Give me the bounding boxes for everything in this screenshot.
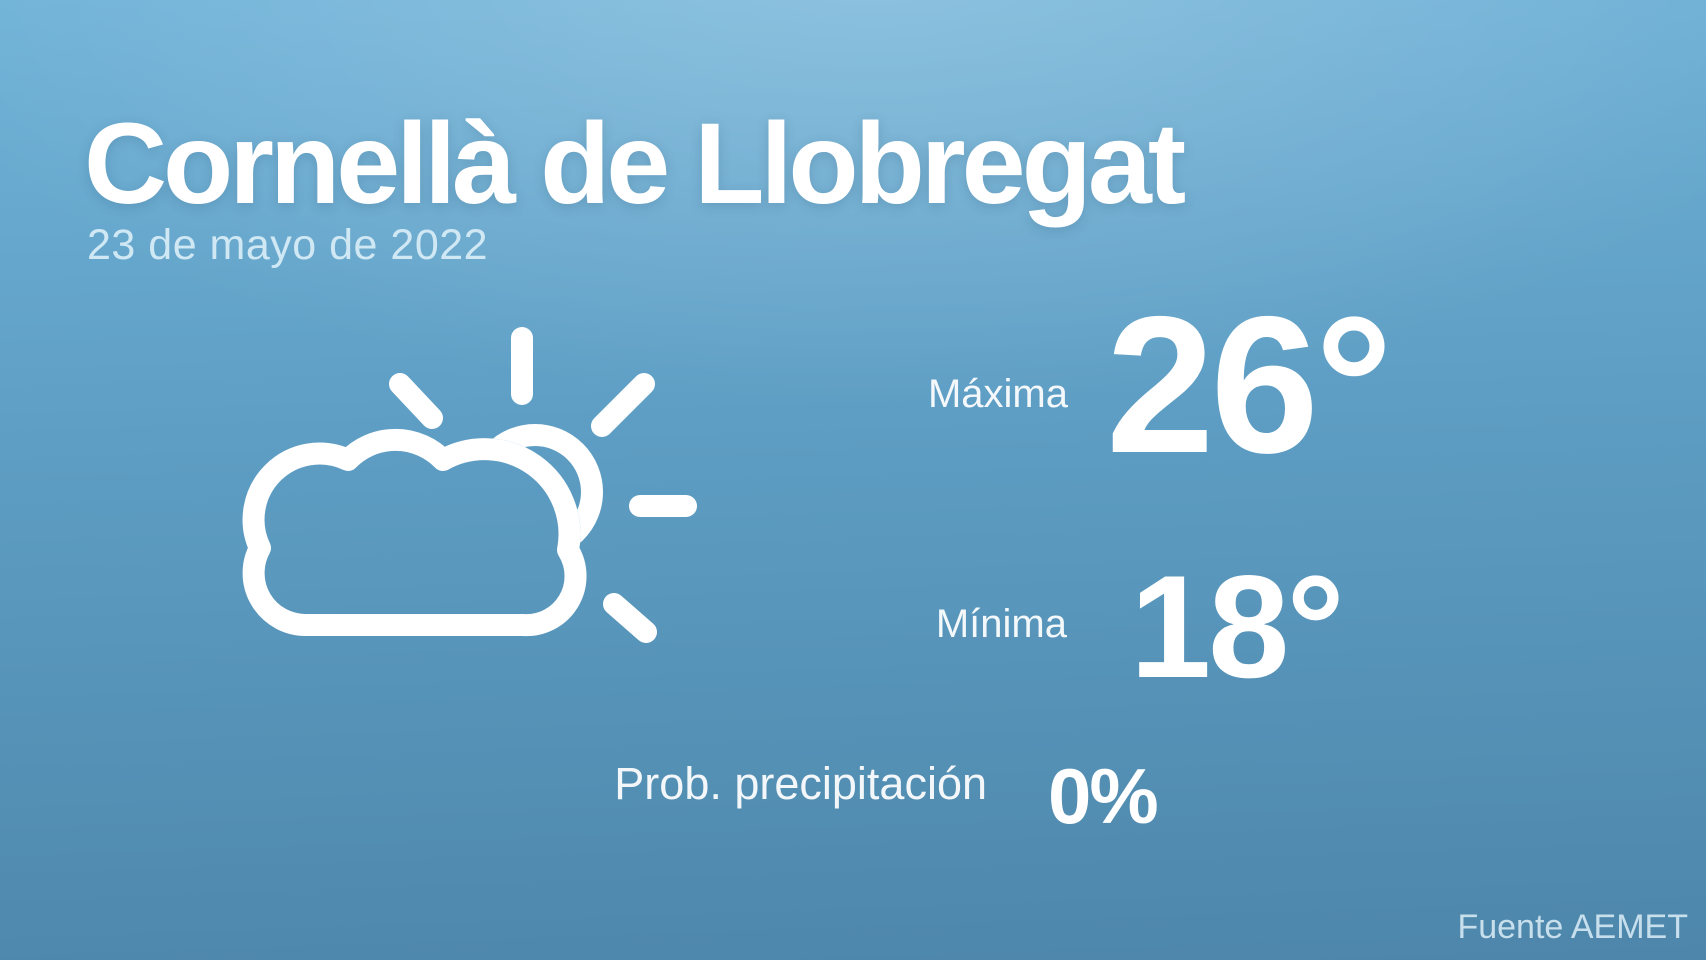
min-temp-label: Mínima xyxy=(935,602,1067,646)
min-temp-value: 18° xyxy=(1130,545,1345,708)
precipitation-probability-value: 0% xyxy=(1048,752,1159,840)
sun-behind-cloud-icon xyxy=(230,280,700,650)
max-temp-label: Máxima xyxy=(927,372,1068,416)
date-text: 23 de mayo de 2022 xyxy=(87,221,489,269)
page-title: Cornellà de Llobregat xyxy=(84,100,1186,228)
precipitation-probability-label: Prob. precipitación xyxy=(614,758,987,809)
data-source-credit: Fuente AEMET xyxy=(1457,908,1688,946)
max-temp-value: 26° xyxy=(1106,276,1393,494)
